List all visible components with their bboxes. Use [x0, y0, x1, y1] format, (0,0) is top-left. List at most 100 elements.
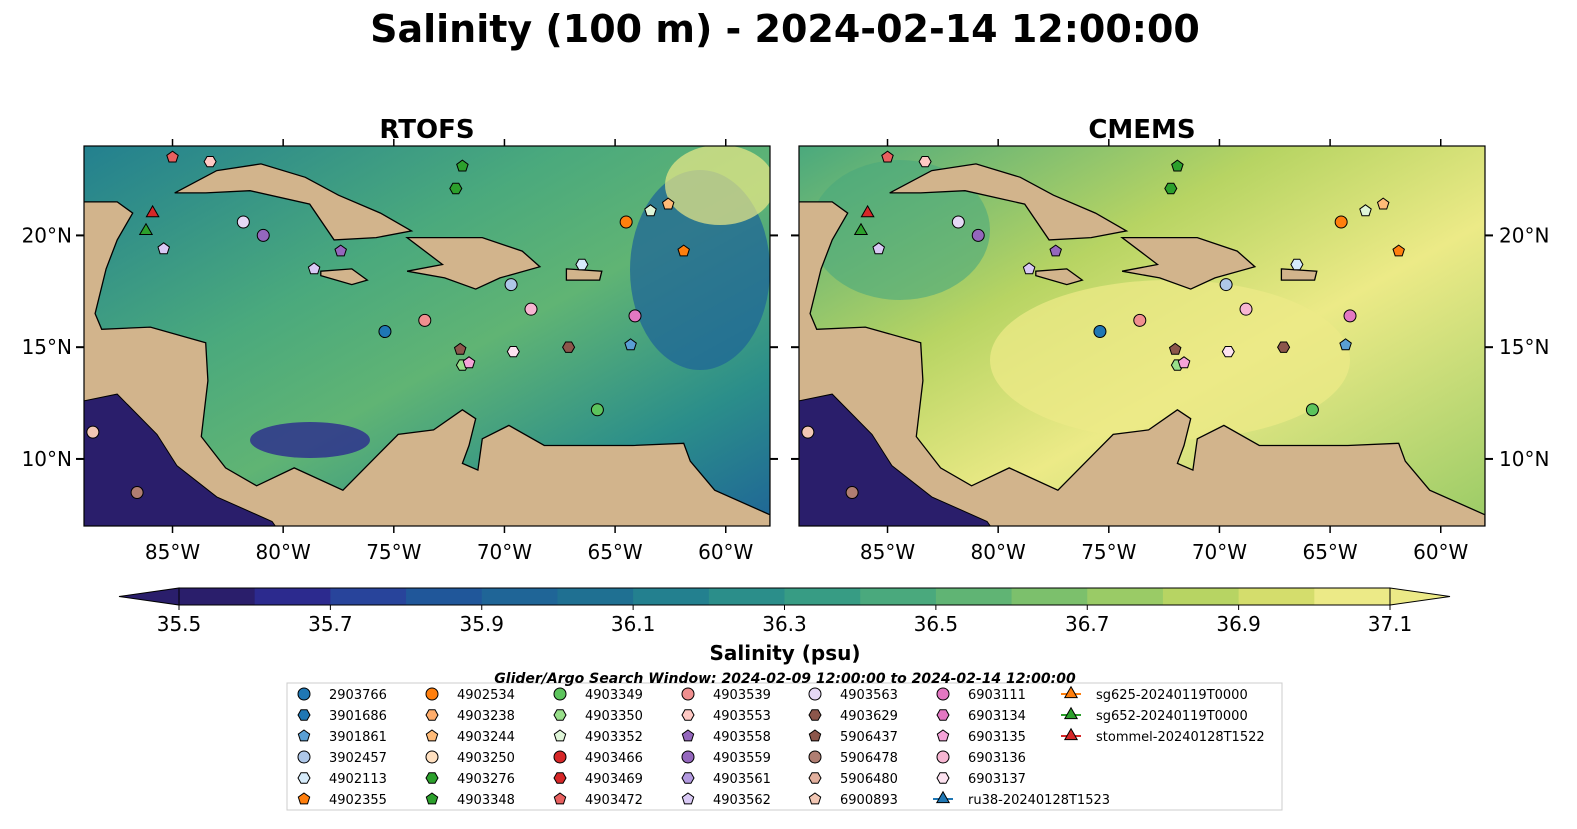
- colorbar-bin: [1087, 588, 1164, 605]
- land-polygon: [565, 268, 603, 281]
- legend-marker: [936, 750, 950, 764]
- colorbar-bin: [557, 588, 634, 605]
- legend-marker: [808, 729, 822, 742]
- legend-label: 6900893: [840, 793, 898, 808]
- float-marker: [575, 258, 589, 271]
- float-marker: [1339, 338, 1352, 351]
- legend-item: 6903134: [936, 709, 1026, 724]
- float-marker: [145, 204, 160, 218]
- legend-marker: [425, 750, 439, 764]
- legend-item: 5906437: [808, 729, 898, 745]
- legend-item: 4903238: [425, 709, 515, 724]
- legend-marker: [425, 772, 439, 784]
- legend-item: 3901686: [297, 709, 387, 724]
- float-markers-rtofs: [86, 150, 690, 499]
- land-rtofs: [84, 163, 770, 526]
- legend-label: 6903135: [968, 730, 1026, 745]
- legend-item: 6903111: [936, 687, 1026, 703]
- float-marker: [1239, 302, 1253, 316]
- panel-title-rtofs: RTOFS: [379, 115, 474, 145]
- legend-label: 4903539: [713, 688, 771, 703]
- legend-item: 4903563: [808, 687, 898, 703]
- float-marker: [619, 215, 633, 229]
- map-panel-rtofs: RTOFS 85°W 80°W 75°W 70°W 65°W 60°W 20°N 15°N 1…: [22, 115, 778, 564]
- float-marker: [1049, 244, 1062, 257]
- float-marker: [1177, 356, 1191, 369]
- float-markers-cmems: [801, 150, 1405, 499]
- legend-marker: [936, 709, 950, 721]
- legend-label: 3901686: [329, 709, 387, 724]
- y-axis-cmems: 20°N 15°N 10°N: [791, 223, 1549, 471]
- float-marker: [881, 150, 894, 163]
- legend-label: 4903562: [713, 793, 771, 808]
- map-panel-cmems: CMEMS 85°W 80°W 75°W 70°W 65°W 60°W 20°N 15°N 1…: [791, 115, 1549, 564]
- y-tick-label: 15°N: [22, 335, 72, 359]
- legend-label: 4902534: [457, 688, 515, 703]
- land-polygon: [1120, 236, 1257, 290]
- y-tick-label: 20°N: [1499, 223, 1549, 247]
- float-marker: [801, 425, 815, 439]
- colorbar-tick-label: 35.7: [308, 612, 353, 636]
- legend-marker: [936, 687, 950, 701]
- land-polygon: [320, 268, 369, 286]
- legend-marker: [808, 750, 822, 764]
- colorbar-bin: [935, 588, 1013, 605]
- colorbar-bin: [860, 588, 937, 605]
- legend-label: 5906480: [840, 772, 898, 787]
- legend-item: stommel-20240128T1522: [1061, 727, 1265, 745]
- legend-item: 4903553: [681, 709, 771, 724]
- colorbar-bin: [330, 588, 407, 605]
- legend-marker: [681, 792, 695, 805]
- legend-item: 4903349: [553, 687, 643, 703]
- float-marker: [449, 182, 463, 195]
- legend-item: 6903136: [936, 750, 1026, 766]
- colorbar-extend-low: [118, 587, 180, 606]
- x-tick-label: 75°W: [366, 540, 421, 564]
- x-tick-label: 70°W: [1192, 540, 1247, 564]
- float-marker: [562, 341, 576, 353]
- legend-marker: [808, 687, 822, 701]
- legend-item: sg625-20240119T0000: [1061, 685, 1248, 703]
- x-axis-cmems: 85°W 80°W 75°W 70°W 65°W 60°W: [860, 139, 1469, 564]
- legend-label: 4903276: [457, 772, 515, 787]
- float-marker: [166, 150, 179, 163]
- colorbar-bin: [633, 588, 710, 605]
- colorbar-bin: [1162, 588, 1240, 605]
- legend-marker: [681, 729, 695, 742]
- float-marker: [677, 244, 690, 257]
- legend-marker: [1063, 685, 1079, 699]
- float-marker: [1022, 262, 1036, 275]
- legend-title: Glider/Argo Search Window: 2024-02-09 12…: [494, 671, 1076, 687]
- float-marker: [506, 346, 520, 358]
- legend-marker: [1063, 727, 1079, 741]
- legend-item: 6903137: [936, 772, 1026, 787]
- high-salinity-patch-rtofs: [665, 146, 770, 225]
- colorbar-extend-high: [1389, 587, 1451, 606]
- y-tick-label: 20°N: [22, 223, 72, 247]
- colorbar-tick-label: 36.9: [1216, 612, 1261, 636]
- float-marker: [138, 222, 154, 235]
- legend-label: 6903134: [968, 709, 1026, 724]
- colorbar-tick-label: 35.5: [157, 612, 202, 636]
- legend-marker: [553, 709, 567, 721]
- float-marker: [1277, 341, 1291, 353]
- float-marker: [1133, 313, 1147, 327]
- legend-label: 3901861: [329, 730, 387, 745]
- legend-item: 4902113: [297, 772, 387, 787]
- legend-marker: [808, 709, 822, 721]
- x-tick-label: 75°W: [1081, 540, 1136, 564]
- float-marker: [644, 204, 657, 217]
- legend-label: 2903766: [329, 688, 387, 703]
- legend-label: 4903629: [840, 709, 898, 724]
- colorbar-bin: [481, 588, 558, 605]
- panel-title-cmems: CMEMS: [1088, 115, 1195, 145]
- legend-marker: [681, 709, 695, 721]
- legend-label: 4903472: [585, 793, 643, 808]
- legend-label: 6903136: [968, 751, 1026, 766]
- land-polygon: [889, 163, 1129, 241]
- float-marker: [971, 228, 985, 242]
- legend-label: 4903238: [457, 709, 515, 724]
- float-marker: [307, 262, 321, 275]
- legend-item: 4903629: [808, 709, 898, 724]
- x-tick-label: 65°W: [1302, 540, 1357, 564]
